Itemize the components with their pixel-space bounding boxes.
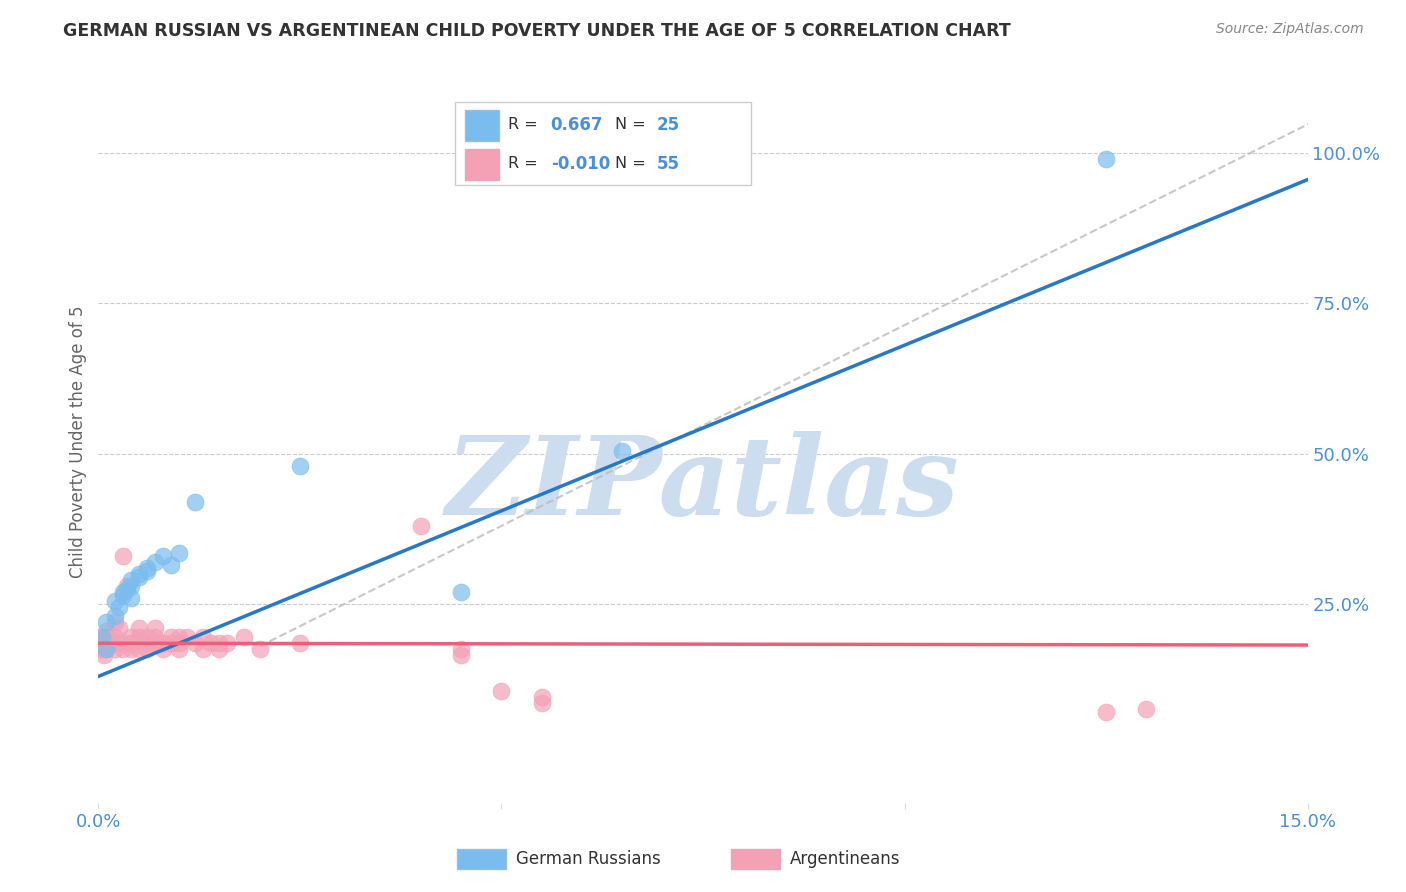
- FancyBboxPatch shape: [456, 102, 751, 185]
- Point: [120, 573, 142, 587]
- Point: [90, 642, 112, 657]
- Point: [1135, 702, 1157, 716]
- Point: [103, 642, 125, 657]
- Point: [491, 684, 513, 698]
- Point: [111, 642, 134, 657]
- Point: [152, 549, 174, 563]
- Text: Argentineans: Argentineans: [790, 850, 901, 868]
- FancyBboxPatch shape: [465, 150, 499, 180]
- Point: [143, 555, 166, 569]
- Text: 0.667: 0.667: [551, 116, 603, 134]
- Point: [91, 633, 114, 648]
- Point: [143, 621, 166, 635]
- Point: [128, 567, 150, 582]
- Point: [111, 636, 134, 650]
- Point: [103, 609, 125, 624]
- Text: R =: R =: [509, 156, 543, 171]
- Point: [111, 585, 134, 599]
- Point: [167, 630, 190, 644]
- Point: [120, 591, 142, 606]
- Point: [530, 697, 553, 711]
- Point: [135, 564, 157, 578]
- Point: [288, 458, 311, 473]
- Point: [152, 642, 174, 657]
- Point: [143, 630, 166, 644]
- Point: [208, 636, 231, 650]
- Point: [612, 443, 634, 458]
- Point: [249, 642, 271, 657]
- Point: [1095, 152, 1118, 166]
- Point: [135, 561, 157, 575]
- Point: [128, 630, 150, 644]
- Point: [152, 636, 174, 650]
- Point: [96, 642, 118, 657]
- Text: R =: R =: [509, 118, 543, 132]
- Point: [167, 636, 190, 650]
- Point: [167, 546, 190, 560]
- Point: [143, 636, 166, 650]
- Point: [135, 630, 157, 644]
- Point: [107, 621, 129, 635]
- Point: [111, 549, 134, 563]
- Point: [160, 558, 183, 572]
- Point: [193, 642, 215, 657]
- Y-axis label: Child Poverty Under the Age of 5: Child Poverty Under the Age of 5: [69, 305, 87, 578]
- Point: [232, 630, 254, 644]
- Text: German Russians: German Russians: [516, 850, 661, 868]
- Point: [530, 690, 553, 705]
- Point: [120, 642, 142, 657]
- Point: [96, 642, 118, 657]
- Text: N =: N =: [614, 118, 651, 132]
- Point: [450, 585, 472, 599]
- Point: [135, 642, 157, 657]
- Point: [91, 630, 114, 644]
- Point: [184, 636, 207, 650]
- Point: [96, 624, 118, 639]
- Point: [160, 630, 183, 644]
- Point: [160, 636, 183, 650]
- Point: [103, 636, 125, 650]
- Point: [103, 594, 125, 608]
- Point: [208, 642, 231, 657]
- Point: [107, 600, 129, 615]
- Point: [128, 642, 150, 657]
- Point: [193, 630, 215, 644]
- Point: [93, 648, 115, 663]
- Text: 55: 55: [657, 155, 681, 173]
- Point: [135, 636, 157, 650]
- Point: [200, 636, 222, 650]
- Point: [128, 621, 150, 635]
- Point: [103, 630, 125, 644]
- FancyBboxPatch shape: [465, 111, 499, 141]
- Point: [115, 582, 138, 596]
- Point: [115, 579, 138, 593]
- Text: 25: 25: [657, 116, 681, 134]
- Point: [450, 642, 472, 657]
- Point: [120, 579, 142, 593]
- Text: GERMAN RUSSIAN VS ARGENTINEAN CHILD POVERTY UNDER THE AGE OF 5 CORRELATION CHART: GERMAN RUSSIAN VS ARGENTINEAN CHILD POVE…: [63, 22, 1011, 40]
- Point: [409, 519, 432, 533]
- Point: [450, 648, 472, 663]
- Text: ZIPatlas: ZIPatlas: [446, 431, 960, 539]
- Text: N =: N =: [614, 156, 651, 171]
- Point: [120, 630, 142, 644]
- Point: [288, 636, 311, 650]
- Text: Source: ZipAtlas.com: Source: ZipAtlas.com: [1216, 22, 1364, 37]
- Point: [96, 639, 118, 653]
- Point: [96, 615, 118, 630]
- Point: [176, 630, 198, 644]
- Point: [96, 630, 118, 644]
- Point: [217, 636, 239, 650]
- Point: [128, 570, 150, 584]
- Point: [100, 636, 122, 650]
- Point: [111, 588, 134, 602]
- Point: [120, 636, 142, 650]
- Point: [103, 615, 125, 630]
- Point: [1095, 706, 1118, 720]
- Point: [167, 642, 190, 657]
- Point: [184, 494, 207, 508]
- Text: -0.010: -0.010: [551, 155, 610, 173]
